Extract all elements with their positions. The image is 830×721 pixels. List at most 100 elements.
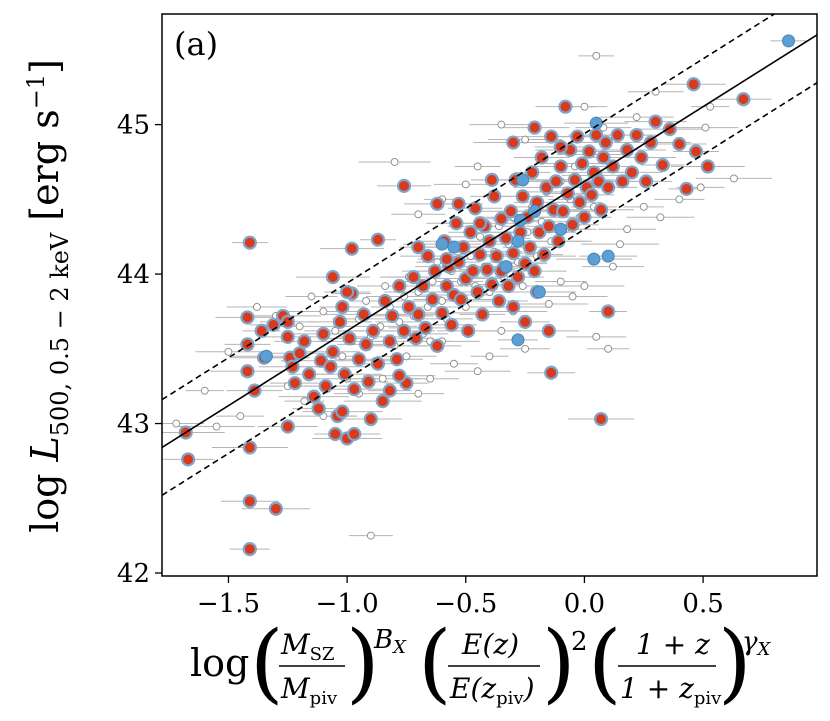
data-point-red: [672, 136, 687, 152]
blue-points-layer: [259, 34, 796, 363]
data-point-red: [572, 195, 587, 210]
data-point-red: [700, 159, 715, 174]
data-point-red: [396, 178, 412, 193]
data-point-white: [485, 352, 494, 361]
data-point-blue: [782, 34, 796, 48]
data-point-red: [254, 323, 269, 338]
data-point-blue: [447, 240, 461, 254]
data-point-red: [558, 99, 573, 114]
data-point-red: [361, 374, 376, 389]
data-point-blue: [589, 116, 603, 130]
data-point-red: [527, 120, 542, 135]
data-point-red: [648, 114, 663, 129]
panel-label: (a): [174, 25, 218, 63]
data-point-red: [639, 174, 654, 189]
data-point-red: [624, 165, 639, 180]
data-point-red: [385, 308, 400, 324]
data-point-red: [449, 216, 464, 231]
data-point-red: [510, 269, 526, 285]
data-point-red: [396, 323, 412, 338]
data-point-red: [551, 234, 566, 249]
data-point-white: [319, 307, 328, 316]
data-point-white: [362, 297, 371, 305]
data-point-blue: [511, 234, 525, 248]
data-point-red: [688, 144, 704, 159]
svg-text:log L500, 0.5 − 2 keV[erg s−1]: log L500, 0.5 − 2 keV [erg s−1]: [22, 59, 74, 533]
data-point-red: [240, 310, 255, 325]
data-point-white: [580, 102, 589, 111]
data-point-red: [344, 241, 359, 256]
data-point-red: [598, 135, 613, 150]
data-point-red: [268, 501, 284, 516]
data-point-red: [342, 331, 357, 346]
data-point-red: [525, 165, 540, 180]
xlabel-paren-open-3: (: [588, 613, 622, 713]
data-point-white: [414, 389, 423, 398]
data-point-white: [438, 297, 446, 305]
data-point-red: [302, 367, 317, 382]
y-tick-label: 43: [117, 410, 150, 440]
data-point-red: [382, 334, 397, 349]
data-point-white: [556, 277, 565, 286]
y-axis-ticks: 42 43 44 45: [117, 111, 162, 589]
data-point-red: [555, 204, 571, 219]
xlabel-msz: MSZ: [280, 628, 335, 665]
data-point-white: [295, 322, 304, 331]
data-point-red: [430, 196, 445, 211]
data-point-white: [200, 386, 209, 395]
data-point-white: [300, 397, 309, 406]
data-point-red: [567, 172, 583, 188]
x-tick-label: −0.5: [434, 589, 497, 619]
ylabel-subscript: 500, 0.5 − 2 keV: [46, 232, 74, 436]
xlabel-paren-open-1: (: [250, 613, 284, 713]
data-point-red: [323, 359, 338, 374]
data-point-red: [506, 246, 521, 261]
data-point-white: [604, 344, 613, 353]
data-point-white: [236, 412, 245, 421]
data-point-red: [240, 364, 255, 379]
data-point-red: [335, 404, 350, 419]
data-point-red: [480, 262, 495, 277]
data-point-red: [332, 314, 348, 330]
data-point-red: [506, 135, 521, 150]
y-tick-label: 42: [117, 559, 150, 589]
data-point-red: [453, 292, 469, 307]
data-point-white: [675, 195, 684, 204]
data-point-red: [494, 211, 509, 226]
ylabel-prefix: log: [23, 461, 67, 532]
data-point-white: [378, 374, 387, 383]
data-point-red: [491, 293, 507, 309]
x-axis-label: log ( MSZ Mpiv ) BX ( E(z) E(zpiv) ) 2 (…: [190, 613, 772, 713]
data-point-blue: [532, 285, 546, 299]
y-tick-label: 45: [117, 111, 150, 141]
data-point-red: [544, 129, 559, 144]
data-point-red: [375, 394, 390, 409]
data-point-red: [430, 338, 445, 353]
data-point-blue: [499, 260, 513, 274]
data-point-red: [503, 204, 518, 219]
data-point-white: [729, 174, 738, 183]
data-point-red: [242, 235, 257, 250]
y-axis-label: log L500, 0.5 − 2 keV [erg s−1]: [22, 59, 74, 533]
data-point-blue: [516, 173, 530, 187]
data-point-red: [487, 189, 502, 204]
data-point-red: [340, 284, 355, 300]
red-points-layer: [178, 77, 751, 557]
data-point-white: [307, 292, 316, 301]
data-point-red: [548, 174, 564, 189]
data-point-red: [280, 329, 295, 344]
data-point-white: [414, 210, 423, 219]
data-point-red: [297, 334, 312, 349]
data-point-red: [472, 247, 488, 262]
data-point-red: [406, 269, 421, 285]
data-point-red: [401, 299, 416, 315]
ylabel-unit-exp: −1: [22, 74, 50, 109]
data-point-white: [338, 352, 347, 361]
data-point-white: [608, 262, 617, 271]
data-point-white: [476, 232, 484, 241]
data-point-red: [501, 278, 516, 294]
data-point-white: [639, 202, 648, 211]
data-point-red: [181, 452, 196, 467]
data-point-red: [615, 174, 630, 189]
